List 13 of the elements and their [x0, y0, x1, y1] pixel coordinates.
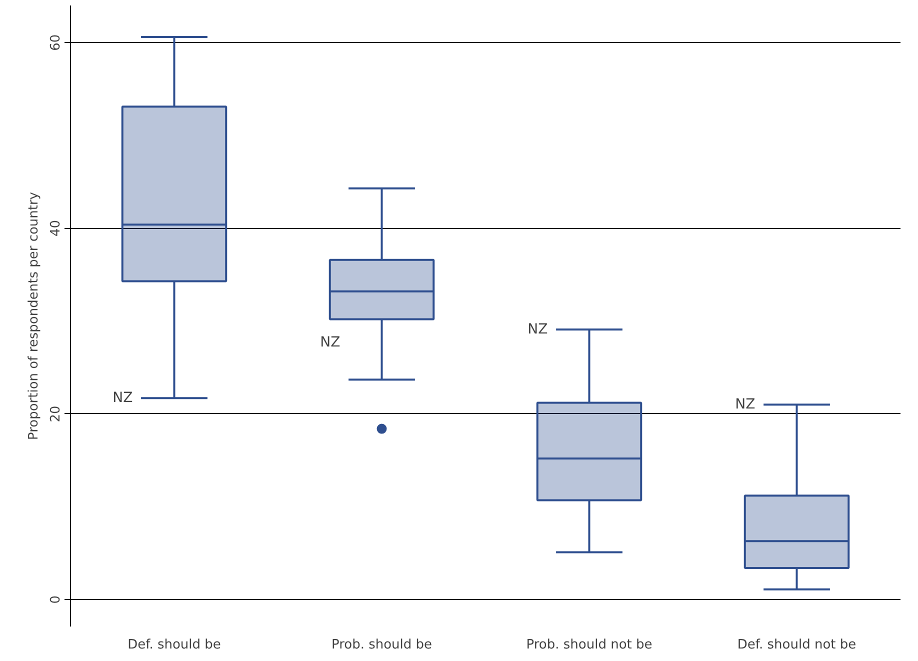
y-tick-label: 20 — [48, 406, 64, 422]
annotation: NZ — [735, 396, 756, 413]
x-tick-label: Prob. should not be — [526, 638, 652, 652]
x-tick-label: Def. should not be — [737, 638, 856, 652]
y-tick-label: 0 — [48, 595, 64, 604]
y-tick-label: 40 — [48, 220, 64, 237]
x-tick-label: Def. should be — [128, 638, 221, 652]
y-tick-label: 60 — [48, 34, 64, 51]
annotation: NZ — [320, 334, 340, 350]
y-axis-title: Proportion of respondents per country — [26, 192, 42, 440]
annotation: NZ — [112, 390, 133, 406]
x-tick-label: Prob. should be — [331, 638, 432, 652]
annotation: NZ — [528, 321, 548, 338]
